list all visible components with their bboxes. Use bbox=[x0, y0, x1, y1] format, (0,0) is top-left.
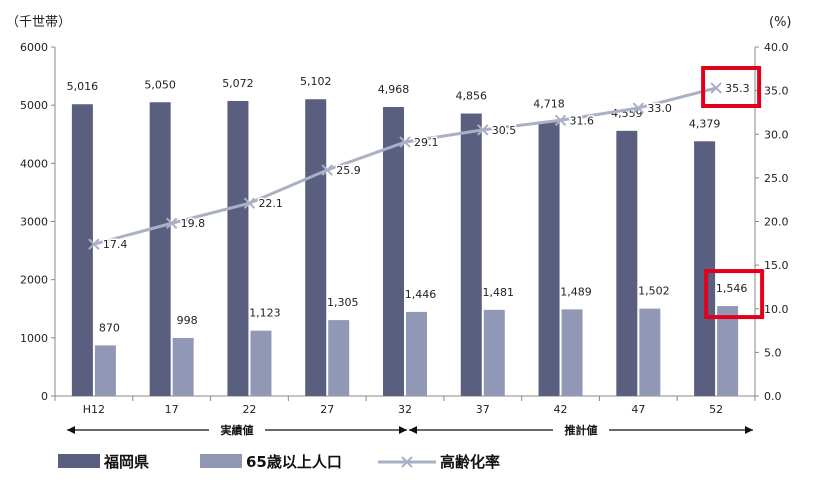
x-tick-label: 17 bbox=[165, 403, 179, 416]
y-left-tick-label: 0 bbox=[41, 390, 48, 403]
period-label-bg bbox=[553, 421, 609, 439]
data-label-fukuoka: 4,718 bbox=[533, 98, 565, 111]
x-tick-label: 27 bbox=[320, 403, 334, 416]
marker-aging-rate bbox=[554, 114, 567, 126]
y-right-tick-label: 10.0 bbox=[764, 303, 789, 316]
bar-65-plus bbox=[328, 320, 350, 396]
y-left-tick-label: 1000 bbox=[20, 332, 48, 345]
y-left-tick-label: 6000 bbox=[20, 41, 48, 54]
marker-aging-rate bbox=[710, 82, 722, 94]
data-label-fukuoka: 5,102 bbox=[300, 75, 332, 88]
y-left-tick-label: 5000 bbox=[20, 99, 48, 112]
bar-fukuoka bbox=[538, 121, 560, 396]
data-label-aging-rate: 25.9 bbox=[336, 164, 361, 177]
data-label-fukuoka: 4,856 bbox=[456, 90, 488, 103]
y-right-tick-label: 25.0 bbox=[764, 172, 789, 185]
data-label-65-plus: 998 bbox=[177, 314, 198, 327]
data-label-65-plus: 1,489 bbox=[560, 285, 592, 298]
legend-label-fukuoka: 福岡県 bbox=[103, 453, 149, 471]
y-right-unit-label: (%) bbox=[769, 15, 792, 30]
data-label-aging-rate: 31.6 bbox=[570, 114, 595, 127]
legend-swatch-65-plus bbox=[200, 454, 242, 468]
x-tick-label: 42 bbox=[554, 403, 568, 416]
y-left-tick-label: 2000 bbox=[20, 274, 48, 287]
period-arrowhead-left bbox=[409, 426, 417, 434]
data-label-65-plus: 870 bbox=[99, 321, 120, 334]
bar-65-plus bbox=[483, 309, 505, 396]
data-label-aging-rate: 17.4 bbox=[103, 238, 128, 251]
bar-fukuoka bbox=[694, 141, 716, 396]
period-label-bg bbox=[209, 421, 265, 439]
legend-swatch-fukuoka bbox=[58, 454, 100, 468]
bar-fukuoka bbox=[616, 130, 638, 396]
data-label-65-plus: 1,123 bbox=[249, 307, 281, 320]
y-right-tick-label: 0.0 bbox=[764, 390, 782, 403]
data-label-fukuoka: 5,072 bbox=[222, 77, 254, 90]
bar-65-plus bbox=[639, 308, 661, 396]
period-arrowhead-left bbox=[67, 426, 75, 434]
bar-fukuoka bbox=[305, 99, 327, 396]
data-label-aging-rate: 29.1 bbox=[414, 136, 439, 149]
legend-label-65-plus: 65歳以上人口 bbox=[246, 453, 342, 471]
y-right-tick-label: 40.0 bbox=[764, 41, 789, 54]
bar-fukuoka bbox=[71, 104, 93, 397]
x-tick-label: 47 bbox=[631, 403, 645, 416]
x-tick-label: 22 bbox=[242, 403, 256, 416]
y-right-tick-label: 35.0 bbox=[764, 85, 789, 98]
marker-aging-rate bbox=[477, 124, 489, 136]
bar-65-plus bbox=[172, 337, 194, 396]
y-right-tick-label: 30.0 bbox=[764, 128, 789, 141]
data-label-aging-rate: 30.5 bbox=[492, 124, 517, 137]
y-left-unit-label: （千世帯） bbox=[6, 15, 71, 30]
x-tick-label: 37 bbox=[476, 403, 490, 416]
marker-aging-rate bbox=[321, 164, 333, 176]
data-label-65-plus: 1,481 bbox=[483, 286, 515, 299]
data-label-fukuoka: 5,050 bbox=[144, 78, 176, 91]
bar-65-plus bbox=[406, 311, 427, 396]
period-arrowhead-right bbox=[399, 426, 407, 434]
marker-aging-rate bbox=[632, 102, 645, 114]
data-label-aging-rate: 19.8 bbox=[181, 217, 206, 230]
x-tick-label: H12 bbox=[83, 403, 105, 416]
data-label-65-plus: 1,502 bbox=[638, 285, 670, 298]
marker-aging-rate bbox=[88, 238, 100, 250]
bar-fukuoka bbox=[149, 102, 171, 396]
bar-65-plus bbox=[717, 306, 739, 396]
bar-fukuoka bbox=[227, 100, 249, 396]
bar-fukuoka bbox=[460, 113, 482, 396]
period-arrowhead-right bbox=[745, 426, 753, 434]
data-label-65-plus: 1,546 bbox=[716, 282, 748, 295]
marker-aging-rate bbox=[243, 197, 256, 209]
period-label: 推計値 bbox=[565, 423, 598, 437]
bar-fukuoka bbox=[383, 107, 404, 396]
data-label-fukuoka: 4,968 bbox=[378, 83, 410, 96]
y-left-tick-label: 3000 bbox=[20, 216, 48, 229]
data-label-65-plus: 1,446 bbox=[405, 288, 437, 301]
marker-aging-rate bbox=[399, 136, 411, 148]
bar-65-plus bbox=[250, 330, 272, 396]
x-tick-label: 52 bbox=[709, 403, 723, 416]
legend-marker-aging-rate bbox=[401, 456, 413, 468]
y-right-tick-label: 5.0 bbox=[764, 346, 782, 359]
highlight-box bbox=[704, 269, 765, 320]
y-right-tick-label: 20.0 bbox=[764, 216, 789, 229]
marker-aging-rate bbox=[165, 217, 178, 229]
data-label-aging-rate: 35.3 bbox=[725, 82, 750, 95]
data-label-65-plus: 1,305 bbox=[327, 296, 359, 309]
bar-65-plus bbox=[561, 309, 583, 396]
highlight-box bbox=[701, 66, 762, 109]
data-label-fukuoka: 4,379 bbox=[689, 117, 721, 130]
x-tick-label: 32 bbox=[398, 403, 412, 416]
data-label-aging-rate: 22.1 bbox=[258, 197, 283, 210]
legend-label-aging-rate: 高齢化率 bbox=[440, 453, 500, 471]
bar-65-plus bbox=[94, 345, 116, 396]
y-left-tick-label: 4000 bbox=[20, 157, 48, 170]
data-label-aging-rate: 33.0 bbox=[647, 102, 672, 115]
y-right-tick-label: 15.0 bbox=[764, 259, 789, 272]
period-label: 実績値 bbox=[221, 423, 254, 437]
data-label-fukuoka: 5,016 bbox=[67, 80, 99, 93]
